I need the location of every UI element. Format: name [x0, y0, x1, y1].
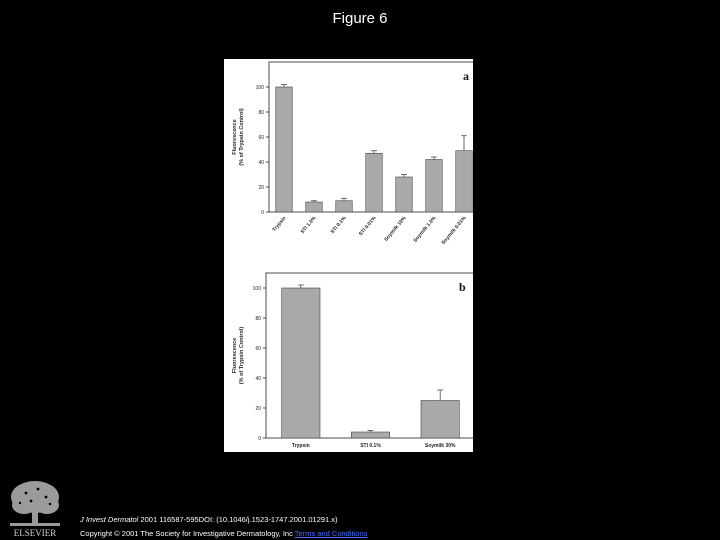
category-label: STI 0.01% — [358, 215, 378, 237]
bar — [365, 152, 383, 213]
y-axis-label: Fluorescence(% of Trypsin Control) — [232, 327, 245, 385]
y-tick-label: 20 — [258, 185, 264, 191]
y-tick-label: 40 — [258, 160, 264, 166]
bar — [420, 400, 460, 439]
y-tick-label: 100 — [256, 85, 265, 91]
bar — [395, 176, 413, 213]
y-tick-label: 0 — [261, 210, 264, 216]
slide-title: Figure 6 — [332, 10, 388, 27]
category-label: STI 0.1% — [360, 443, 381, 449]
tree-logo-icon: ELSEVIER — [10, 481, 60, 538]
bar — [455, 150, 473, 213]
citation-line: J Invest Dermatol 2001 116587-595DOI: (1… — [80, 515, 338, 524]
category-label: Soymilk 10% — [383, 215, 408, 243]
journal-name: J Invest Dermatol — [80, 515, 139, 524]
y-tick-label: 80 — [258, 110, 264, 116]
y-tick-label: 40 — [255, 376, 261, 382]
category-label: STI 1.0% — [300, 215, 318, 235]
chart-panel-a: 0 20 40 60 80 100 Fluorescence(% of Trypsin Co… — [224, 59, 473, 270]
category-label: Soymilk 30% — [425, 443, 456, 449]
chart-panel-b: 0 20 40 60 80 100 Fluorescence(% of Trypsin Co… — [224, 270, 473, 452]
category-label: Trypsin — [292, 443, 310, 449]
y-tick-label: 80 — [255, 316, 261, 322]
category-label: Soymilk 0.01% — [441, 215, 468, 246]
y-tick-label: 20 — [255, 406, 261, 412]
panel-letter: b — [459, 280, 466, 294]
y-tick-label: 100 — [253, 286, 262, 292]
bar — [335, 200, 353, 213]
category-label: Trypsin — [271, 215, 287, 232]
bar — [425, 159, 443, 213]
bar-chart-b: 0 20 40 60 80 100 Fluorescence(% of Trypsin Co… — [232, 272, 473, 449]
category-label: Soymilk 1.0% — [412, 215, 437, 244]
y-tick-label: 60 — [258, 135, 264, 141]
bar — [351, 431, 390, 439]
category-label: STI 0.1% — [330, 215, 348, 235]
panel-letter: a — [463, 69, 469, 83]
copyright-line: Copyright © 2001 The Society for Investi… — [80, 529, 367, 538]
citation-details: 2001 116587-595DOI: (10.1046/j.1523-1747… — [138, 515, 338, 524]
y-axis-label: Fluorescence(% of Trypsin Control) — [232, 108, 245, 166]
y-tick-label: 0 — [258, 436, 261, 442]
bar — [281, 287, 321, 439]
publisher-logo-text: ELSEVIER — [14, 528, 57, 538]
y-tick-label: 60 — [255, 346, 261, 352]
bar — [305, 201, 323, 213]
terms-link[interactable]: Terms and Conditions — [294, 529, 368, 538]
bar-chart-a: 0 20 40 60 80 100 Fluorescence(% of Trypsin Co… — [232, 61, 473, 246]
bar — [275, 86, 293, 213]
copyright-text: Copyright © 2001 The Society for Investi… — [80, 529, 295, 538]
